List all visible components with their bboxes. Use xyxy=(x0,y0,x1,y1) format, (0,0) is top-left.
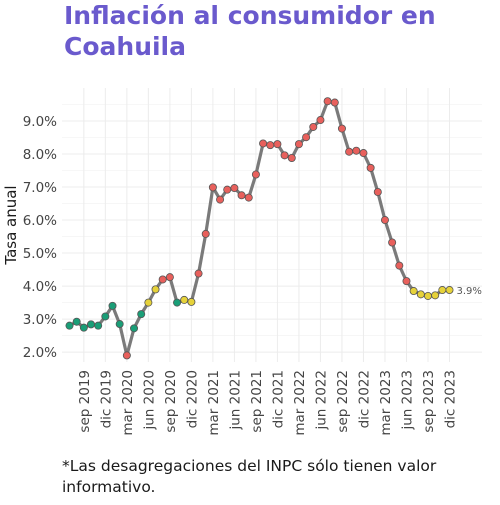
data-point xyxy=(409,287,418,296)
data-point xyxy=(65,321,74,330)
data-point xyxy=(122,351,131,360)
y-tick-label: 5.0% xyxy=(23,246,57,262)
data-point xyxy=(359,149,368,158)
grid-layer xyxy=(62,88,482,362)
data-point xyxy=(165,273,174,282)
data-point xyxy=(108,301,117,310)
data-point xyxy=(445,286,454,295)
data-point xyxy=(187,297,196,306)
data-point xyxy=(316,116,325,125)
data-point xyxy=(280,151,289,160)
data-point xyxy=(416,290,425,299)
data-point xyxy=(395,261,404,270)
x-tick-label: jun 2020 xyxy=(141,370,157,431)
last-value-label: 3.9% xyxy=(457,286,482,297)
data-point xyxy=(302,133,311,142)
data-point xyxy=(251,170,260,179)
y-axis-title: Tasa anual xyxy=(2,185,20,265)
data-point xyxy=(137,310,146,319)
data-point xyxy=(237,191,246,200)
point-layer xyxy=(65,97,454,360)
y-tick-label: 3.0% xyxy=(23,312,57,328)
x-tick-label: dic 2022 xyxy=(356,370,372,428)
data-point xyxy=(438,286,447,295)
data-point xyxy=(388,238,397,247)
x-tick-label: mar 2022 xyxy=(292,370,308,436)
data-point xyxy=(431,291,440,300)
data-point xyxy=(101,312,110,321)
y-tick-label: 6.0% xyxy=(23,213,57,229)
data-point xyxy=(273,140,282,149)
data-point xyxy=(223,185,232,194)
x-tick-label: sep 2022 xyxy=(335,370,351,433)
x-tick-label: jun 2021 xyxy=(227,370,243,431)
data-point xyxy=(79,323,88,332)
label-layer: 3.9% xyxy=(457,286,482,297)
data-point xyxy=(194,269,203,278)
x-tick-label: dic 2021 xyxy=(270,370,286,428)
data-point xyxy=(244,193,253,202)
x-tick-label: mar 2021 xyxy=(206,370,222,436)
y-tick-label: 4.0% xyxy=(23,279,57,295)
data-point xyxy=(201,229,210,238)
data-point xyxy=(259,139,268,148)
x-tick-label: jun 2022 xyxy=(313,370,329,431)
x-tick-label: sep 2019 xyxy=(77,370,93,433)
data-point xyxy=(423,291,432,300)
data-point xyxy=(309,122,318,131)
data-point xyxy=(380,216,389,225)
data-point xyxy=(330,98,339,107)
data-point xyxy=(216,195,225,204)
data-point xyxy=(345,147,354,156)
data-point xyxy=(94,321,103,330)
x-tick-label: dic 2020 xyxy=(184,370,200,428)
x-tick-label: dic 2023 xyxy=(443,370,459,428)
data-point xyxy=(87,320,96,329)
x-tick-label: dic 2019 xyxy=(98,370,114,428)
data-point xyxy=(173,298,182,307)
y-tick-label: 7.0% xyxy=(23,180,57,196)
data-point xyxy=(230,184,239,193)
axis-layer: 2.0% 3.0% 4.0% 5.0% 6.0% 7.0% 8.0% 9.0% sep 2019… xyxy=(2,114,459,436)
data-point xyxy=(373,187,382,196)
data-point xyxy=(180,295,189,304)
data-point xyxy=(72,317,81,326)
data-point xyxy=(402,277,411,286)
x-tick-label: sep 2020 xyxy=(163,370,179,433)
chart-title: Inflación al consumidor en Coahuila xyxy=(64,1,436,61)
y-tick-label: 2.0% xyxy=(23,345,57,361)
data-point xyxy=(266,141,275,150)
y-tick-label: 9.0% xyxy=(23,114,57,130)
x-tick-label: sep 2023 xyxy=(421,370,437,433)
data-point xyxy=(366,163,375,172)
data-point xyxy=(287,153,296,162)
data-point xyxy=(294,140,303,149)
y-tick-label: 8.0% xyxy=(23,147,57,163)
footnote: *Las desagregaciones del INPC sólo tiene… xyxy=(62,457,437,496)
data-point xyxy=(208,183,217,192)
x-tick-label: jun 2023 xyxy=(399,370,415,431)
data-point xyxy=(151,285,160,294)
x-tick-label: mar 2023 xyxy=(378,370,394,436)
x-tick-label: mar 2020 xyxy=(120,370,136,436)
data-point xyxy=(130,324,139,333)
data-point xyxy=(115,320,124,329)
data-point xyxy=(144,298,153,307)
x-tick-label: sep 2021 xyxy=(249,370,265,433)
data-point xyxy=(323,97,332,106)
data-point xyxy=(337,124,346,133)
data-point xyxy=(158,275,167,284)
data-point xyxy=(352,146,361,155)
